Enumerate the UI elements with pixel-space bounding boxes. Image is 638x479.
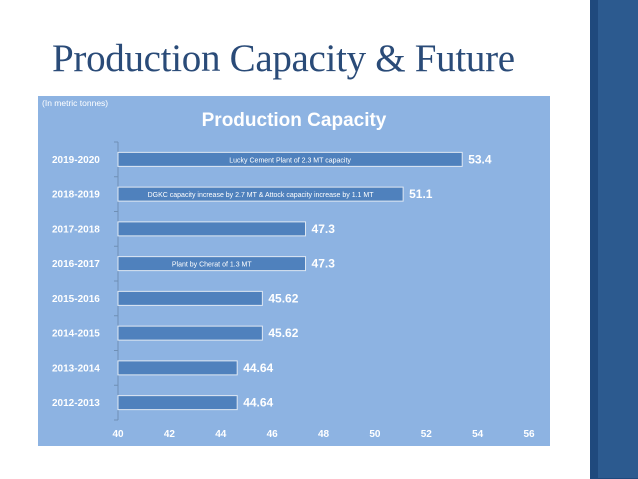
bar — [117, 186, 404, 202]
x-tick-label: 40 — [112, 429, 124, 440]
slide-title: Production Capacity & Future — [52, 37, 515, 80]
x-tick-label: 50 — [369, 429, 381, 440]
x-tick-label: 48 — [318, 429, 330, 440]
bar-value-label: 51.1 — [409, 187, 433, 201]
chart-area: (In metric tonnes) Production Capacity 40 4… — [38, 96, 550, 446]
x-tick-label: 54 — [472, 429, 484, 440]
bar-value-label: 44.64 — [243, 396, 273, 410]
bar-annotation: Lucky Cement Plant of 2.3 MT capacity — [229, 157, 351, 164]
bar-annotation: DGKC capacity increase by 2.7 MT & Attoc… — [148, 192, 375, 199]
category-label: 2016-2017 — [52, 259, 100, 270]
bar — [117, 256, 307, 272]
bar — [117, 395, 238, 411]
category-label: 2017-2018 — [52, 224, 100, 235]
x-tick-label: 56 — [523, 429, 535, 440]
bar — [117, 360, 238, 376]
production-capacity-chart: (In metric tonnes) Production Capacity 40 4… — [42, 98, 535, 440]
bar-value-label: 45.62 — [268, 291, 298, 305]
bar-value-label: 44.64 — [243, 361, 273, 375]
bar-value-label: 53.4 — [468, 152, 492, 166]
side-decoration-bar — [590, 0, 638, 479]
x-tick-label: 46 — [267, 429, 279, 440]
bar — [117, 290, 263, 306]
x-tick-label: 52 — [421, 429, 433, 440]
bar-value-label: 45.62 — [268, 326, 298, 340]
category-label: 2015-2016 — [52, 294, 100, 305]
category-label: 2014-2015 — [52, 329, 100, 340]
bar-value-label: 47.3 — [312, 257, 336, 271]
category-label: 2019-2020 — [52, 155, 100, 166]
bar — [117, 221, 307, 237]
bar-value-label: 47.3 — [312, 222, 336, 236]
bar — [117, 325, 263, 341]
chart-title: Production Capacity — [202, 110, 387, 131]
unit-note: (In metric tonnes) — [42, 98, 108, 108]
x-tick-label: 42 — [164, 429, 176, 440]
bar — [117, 151, 463, 167]
x-tick-label: 44 — [215, 429, 227, 440]
category-label: 2013-2014 — [52, 363, 100, 374]
category-label: 2018-2019 — [52, 190, 100, 201]
bar-annotation: Plant by Cherat of 1.3 MT — [172, 262, 252, 269]
category-label: 2012-2013 — [52, 398, 100, 409]
